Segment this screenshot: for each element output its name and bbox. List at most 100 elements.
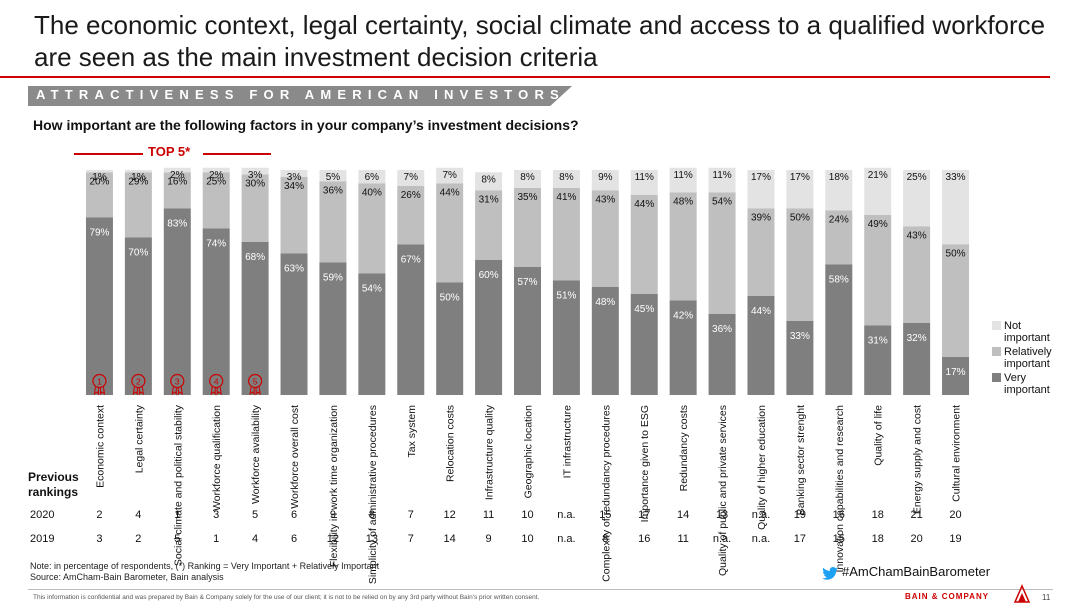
year-label-2020: 2020: [30, 509, 55, 521]
data-label-not-2: 2%: [170, 170, 185, 181]
data-label-not-5: 3%: [287, 172, 302, 183]
data-label-relatively-12: 41%: [556, 192, 576, 203]
bar-relatively-22: [942, 244, 970, 357]
bar-not-21: [903, 170, 931, 227]
legend-swatch-relatively-important: [992, 347, 1001, 356]
ranking-2019-2: 5: [174, 533, 180, 545]
category-label-18: Banking sector strenght: [795, 405, 807, 515]
data-label-relatively-1: 29%: [128, 176, 148, 187]
bar-very-22: [942, 356, 970, 395]
data-label-relatively-22: 50%: [946, 248, 966, 259]
bar-not-5: [280, 170, 308, 177]
bar-very-15: [669, 300, 697, 395]
bar-very-5: [280, 253, 308, 395]
category-label-15: Redundancy costs: [678, 405, 690, 491]
data-label-relatively-15: 48%: [673, 197, 693, 208]
note-text: Note: in percentage of respondents, (*) …: [30, 561, 380, 571]
rank-badge-number-3: 4: [214, 377, 219, 387]
data-label-not-4: 3%: [248, 170, 263, 181]
data-label-very-14: 45%: [634, 304, 654, 315]
category-label-12: IT infrastructure: [561, 405, 573, 478]
bar-very-3: [202, 228, 230, 395]
ranking-2020-9: 12: [444, 509, 456, 521]
bar-very-6: [319, 262, 347, 395]
bar-very-4: [241, 242, 269, 395]
ranking-2020-13: 15: [599, 509, 611, 521]
data-label-not-19: 18%: [829, 172, 849, 183]
data-label-not-10: 8%: [481, 174, 496, 185]
bar-relatively-20: [864, 215, 892, 326]
data-label-very-1: 70%: [128, 248, 148, 259]
ranking-2020-17: n.a.: [752, 509, 770, 521]
rank-badge-icon-4: [248, 373, 263, 389]
bar-not-22: [942, 170, 970, 245]
ranking-2019-16: n.a.: [713, 533, 731, 545]
data-label-relatively-21: 43%: [907, 230, 927, 241]
bar-very-0: [85, 217, 113, 395]
category-label-11: Geographic location: [523, 405, 535, 499]
category-label-20: Quality of life: [873, 405, 885, 466]
bar-not-10: [475, 172, 503, 191]
ranking-2019-21: 20: [911, 533, 923, 545]
bar-relatively-9: [436, 183, 464, 283]
bar-not-13: [591, 170, 619, 191]
data-label-relatively-9: 44%: [440, 188, 460, 199]
data-label-not-7: 6%: [365, 172, 380, 183]
ranking-2019-5: 6: [291, 533, 297, 545]
bar-not-1: [124, 170, 152, 173]
category-label-8: Tax system: [406, 405, 418, 458]
bar-very-10: [475, 260, 503, 395]
ranking-2019-15: 11: [677, 533, 688, 545]
ranking-2020-4: 5: [252, 509, 258, 521]
bar-relatively-4: [241, 174, 269, 242]
data-label-not-22: 33%: [946, 172, 966, 183]
data-label-relatively-6: 36%: [323, 185, 343, 196]
data-label-relatively-4: 30%: [245, 179, 265, 190]
data-label-very-21: 32%: [907, 333, 927, 344]
title-divider: [0, 76, 1050, 78]
category-label-10: Infrastructure quality: [484, 404, 496, 500]
bar-not-14: [630, 170, 658, 195]
data-label-very-19: 58%: [829, 275, 849, 286]
rank-badge-icon-0: [92, 373, 107, 389]
data-label-very-11: 57%: [517, 277, 537, 288]
bar-not-4: [241, 167, 269, 175]
data-label-relatively-17: 39%: [751, 212, 771, 223]
ranking-2020-8: 7: [408, 509, 414, 521]
ranking-2019-19: 15: [833, 533, 845, 545]
bar-not-3: [202, 167, 230, 173]
category-label-0: Economic context: [94, 405, 106, 488]
confidentiality-notice: This information is confidential and was…: [33, 594, 540, 601]
rank-badge-number-1: 2: [136, 377, 141, 387]
bar-relatively-12: [552, 188, 580, 281]
bar-relatively-7: [358, 183, 386, 274]
ranking-2020-0: 2: [96, 509, 102, 521]
bar-not-20: [864, 167, 892, 215]
data-label-not-21: 25%: [907, 172, 927, 183]
category-label-6: Flexibility in work time organization: [328, 405, 340, 567]
rank-badge-icon-2: [170, 373, 185, 389]
category-label-3: Workforce qualification: [211, 405, 223, 511]
twitter-icon: [822, 567, 838, 580]
ranking-2020-14: 17: [638, 509, 650, 521]
page-title: The economic context, legal certainty, s…: [34, 10, 1046, 72]
ranking-2019-4: 4: [252, 533, 258, 545]
ranking-2020-11: 10: [521, 509, 533, 521]
category-label-13: Complexity of redundancy procedures: [600, 405, 612, 582]
bar-very-12: [552, 280, 580, 395]
data-label-not-12: 8%: [559, 172, 574, 183]
category-label-17: Quality of higher education: [756, 405, 768, 530]
ranking-2019-13: 8: [602, 533, 608, 545]
data-label-very-13: 48%: [595, 297, 615, 308]
bar-very-2: [163, 208, 191, 395]
bar-not-11: [514, 170, 541, 188]
category-label-21: Energy supply and cost: [912, 405, 924, 514]
ranking-2020-5: 6: [291, 509, 297, 521]
bar-relatively-18: [786, 208, 814, 321]
section-banner: ATTRACTIVENESS FOR AMERICAN INVESTORS: [28, 86, 572, 106]
category-label-9: Relocation costs: [445, 405, 457, 482]
data-label-not-8: 7%: [404, 172, 419, 183]
data-label-very-20: 31%: [868, 335, 888, 346]
source-text: Source: AmCham-Bain Barometer, Bain anal…: [30, 572, 224, 582]
